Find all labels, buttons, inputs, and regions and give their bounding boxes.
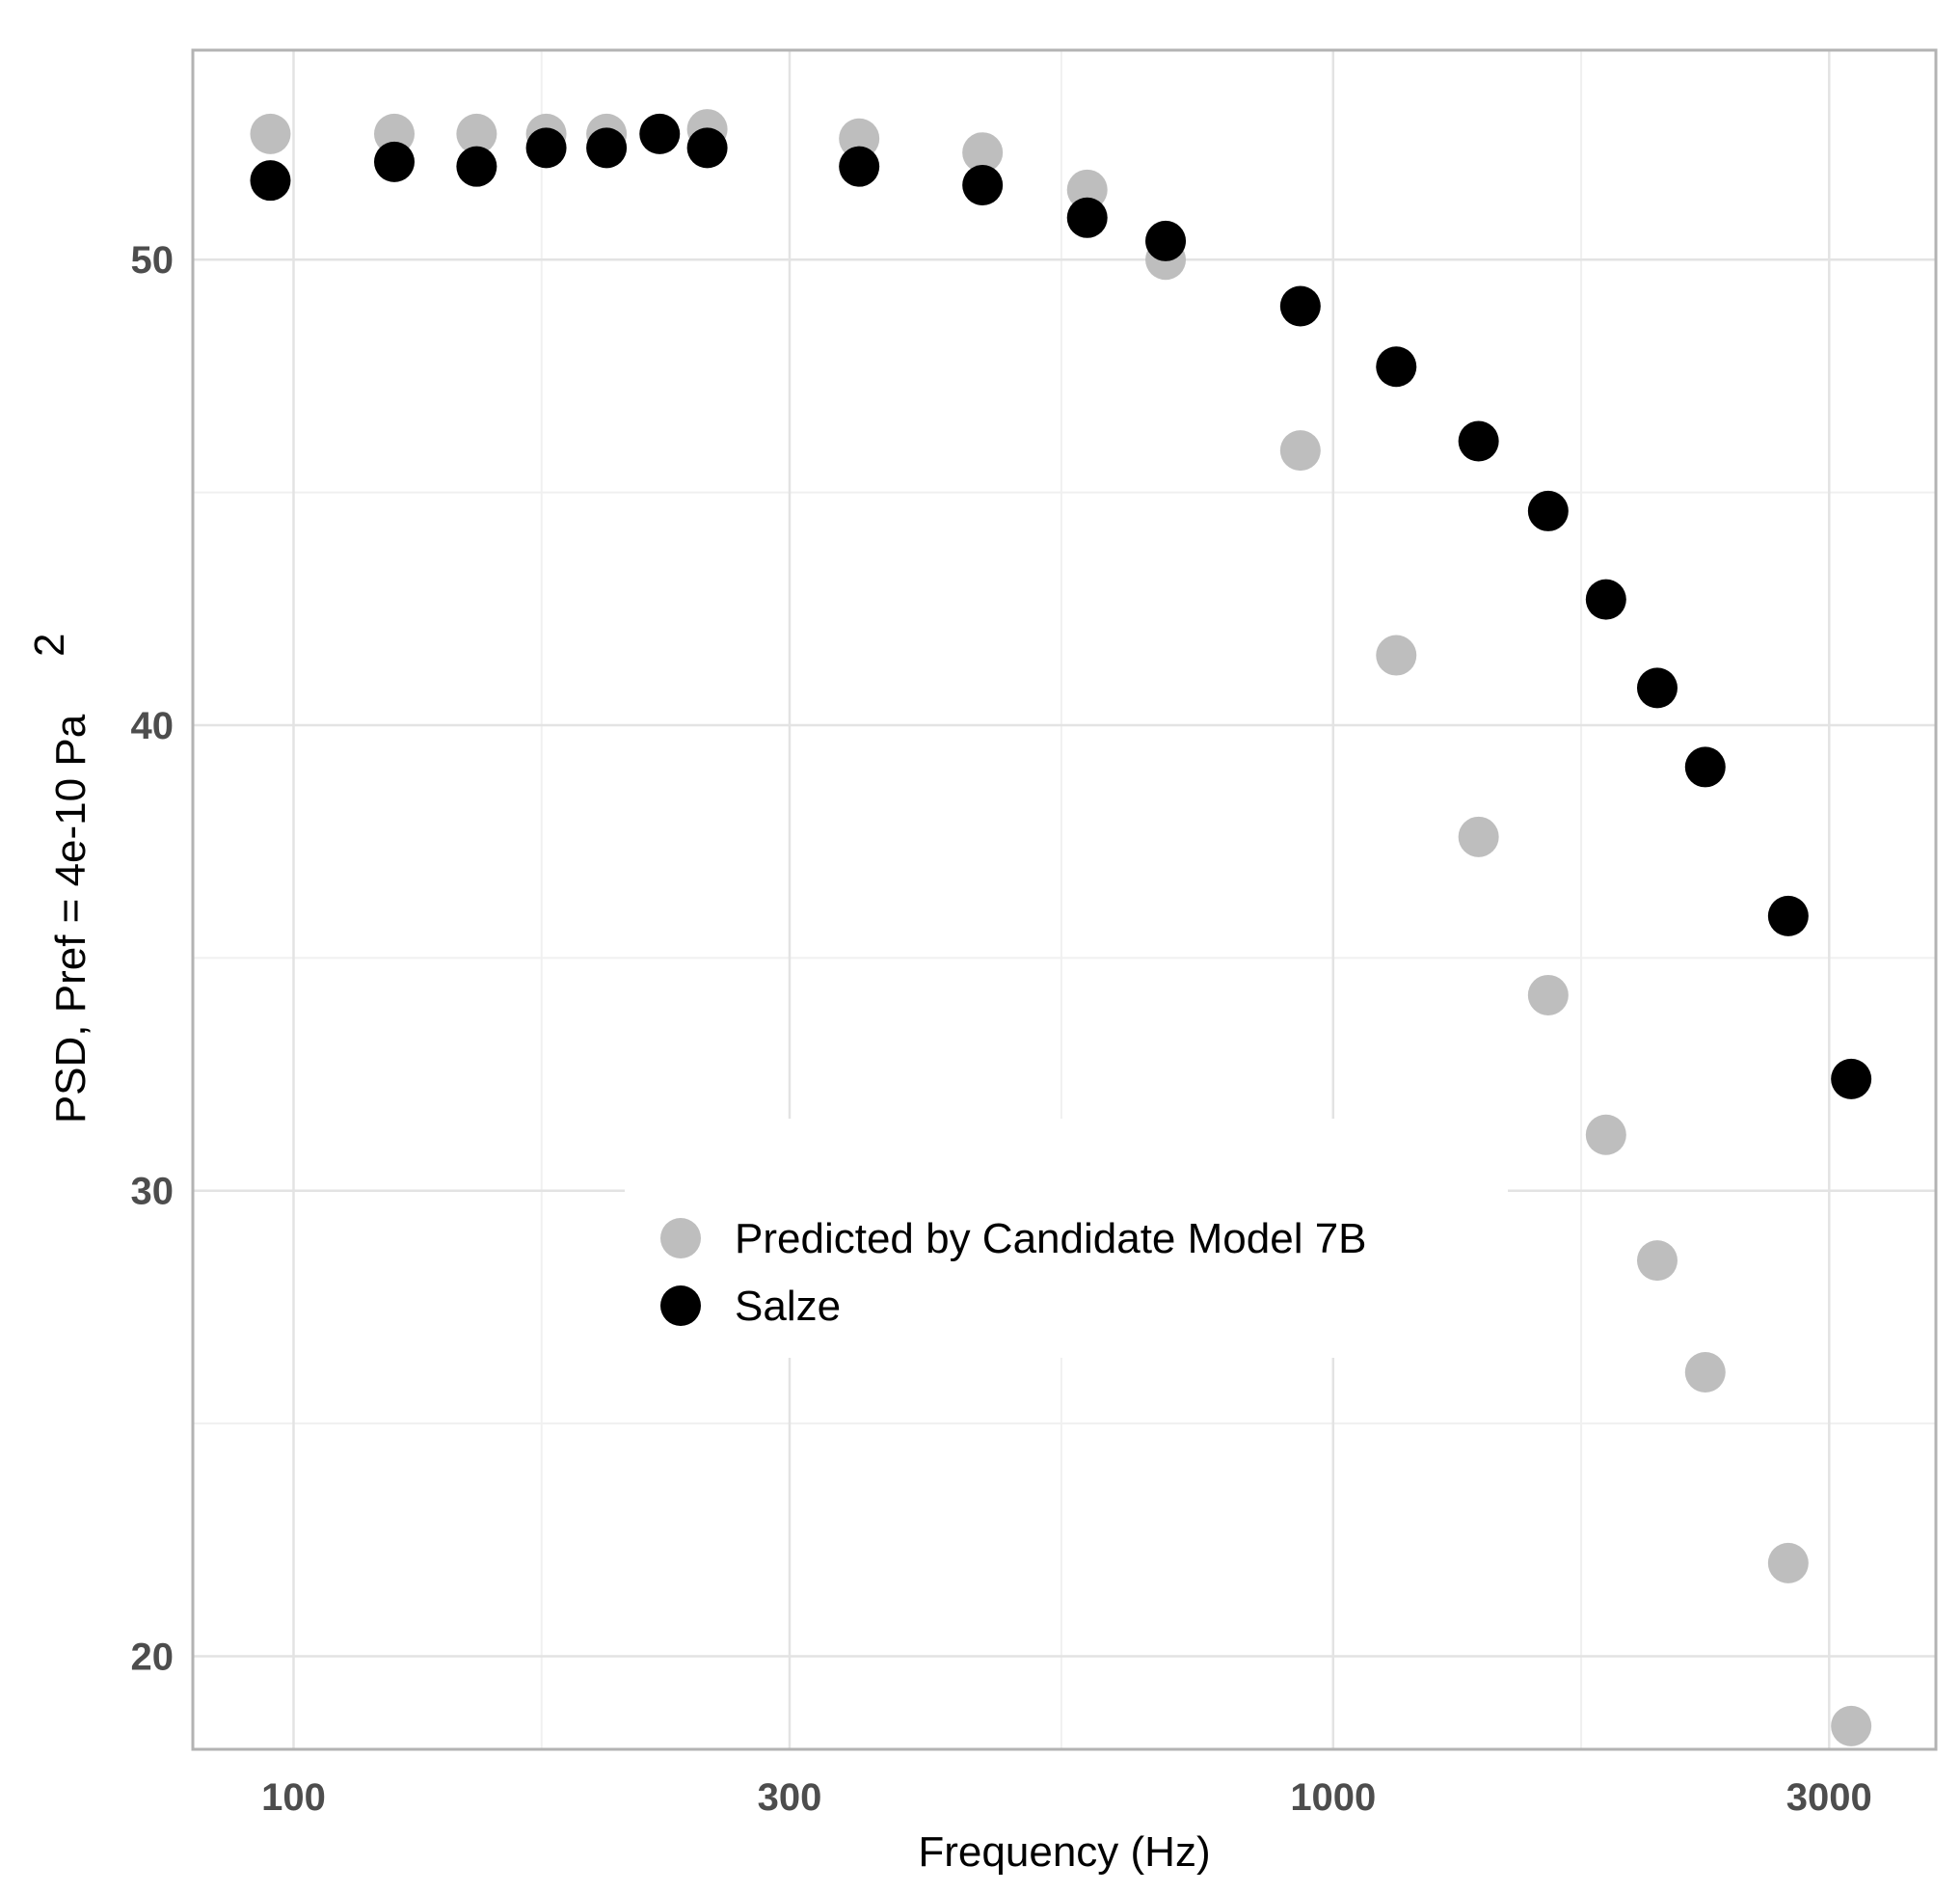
data-point-salze [1636,667,1678,709]
data-point-predicted-by-candidate-model-7b [250,113,291,154]
data-point-salze [686,127,728,169]
y-tick-label: 50 [131,239,175,282]
data-point-salze [586,127,628,169]
y-tick-label: 30 [131,1171,175,1213]
data-point-salze [250,160,291,202]
legend-key-predicted [660,1218,701,1258]
legend-label-salze: Salze [735,1283,841,1330]
data-point-salze [1066,197,1108,238]
data-point-predicted-by-candidate-model-7b [1636,1240,1678,1282]
data-point-salze [1684,746,1726,788]
legend: Predicted by Candidate Model 7B Salze [625,1119,1508,1358]
data-point-salze [839,146,880,187]
data-point-predicted-by-candidate-model-7b [373,113,415,154]
series-salze [250,113,1872,1099]
x-axis-title: Frequency (Hz) [918,1828,1210,1876]
x-tick-label: 1000 [1290,1776,1376,1819]
data-point-predicted-by-candidate-model-7b [1585,1114,1626,1155]
data-point-predicted-by-candidate-model-7b [1458,816,1499,857]
data-point-predicted-by-candidate-model-7b [1527,974,1569,1015]
data-point-salze [1527,490,1569,531]
data-point-salze [373,141,415,182]
data-point-predicted-by-candidate-model-7b [962,132,1004,174]
grid-lines [193,50,1936,1749]
data-point-salze [639,113,681,154]
legend-label-predicted: Predicted by Candidate Model 7B [735,1215,1367,1262]
data-point-salze [1458,420,1499,462]
axis-tick-labels: 100 300 1000 3000 20 30 40 50 [131,239,1872,1819]
data-point-predicted-by-candidate-model-7b [1376,635,1417,676]
y-tick-label: 20 [131,1636,175,1678]
data-point-salze [962,164,1004,205]
data-point-salze [1145,220,1187,261]
y-tick-label: 40 [131,705,175,747]
data-point-predicted-by-candidate-model-7b [1831,1705,1872,1746]
y-axis-title: PSD, Pref = 4e-10 Pa [47,714,94,1123]
data-point-predicted-by-candidate-model-7b [839,118,880,159]
x-tick-label: 300 [758,1776,822,1819]
data-point-predicted-by-candidate-model-7b [456,113,497,154]
data-point-predicted-by-candidate-model-7b [1767,1542,1809,1583]
panel-border [191,48,1938,1751]
legend-background [625,1119,1508,1358]
data-point-salze [525,127,567,169]
data-point-salze [456,146,497,187]
y-axis-title-superscript: 2 [26,634,73,657]
data-points [250,109,1872,1746]
data-point-salze [1767,895,1809,936]
legend-key-salze [660,1285,701,1326]
data-point-predicted-by-candidate-model-7b [1279,430,1321,472]
data-point-predicted-by-candidate-model-7b [1066,169,1108,210]
data-point-predicted-by-candidate-model-7b [1684,1351,1726,1393]
data-point-salze [1831,1058,1872,1099]
x-tick-label: 100 [261,1776,326,1819]
data-point-salze [1376,346,1417,388]
data-point-salze [1279,285,1321,327]
data-point-salze [1585,579,1626,620]
y-axis-title-group: PSD, Pref = 4e-10 Pa 2 [26,634,94,1124]
x-tick-label: 3000 [1786,1776,1872,1819]
